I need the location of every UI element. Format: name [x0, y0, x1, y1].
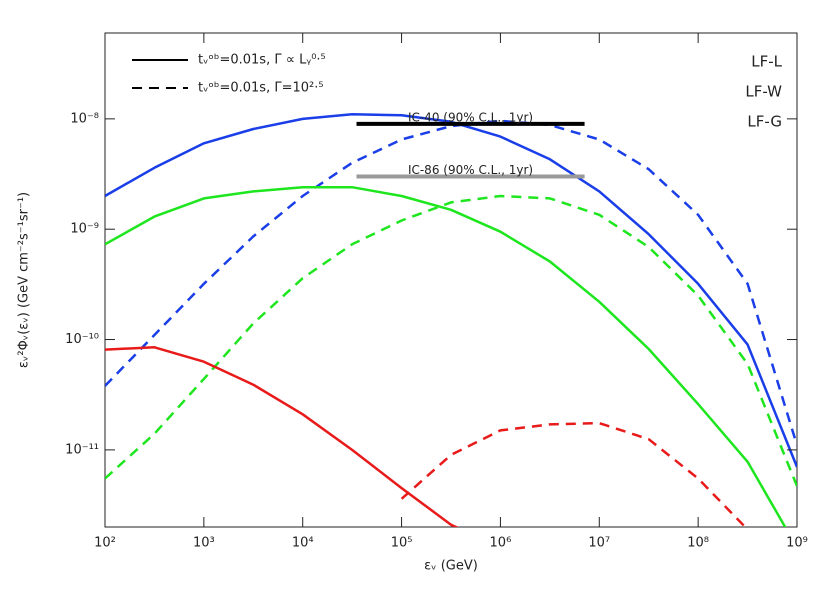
- x-tick-label: 10³: [193, 536, 215, 551]
- x-axis-label: εᵥ (GeV): [424, 559, 478, 574]
- legend-label: tᵥᵒᵇ=0.01s, Γ ∝ Lᵧ⁰·⁵: [198, 53, 326, 68]
- x-tick-label: 10⁸: [687, 536, 709, 551]
- y-tick-label: 10⁻¹¹: [65, 442, 99, 457]
- y-tick-label: 10⁻⁸: [70, 111, 99, 126]
- legend-entry: LF-W: [745, 83, 782, 101]
- limit-label: IC-86 (90% C.L., 1yr): [408, 163, 533, 177]
- series-line: [105, 194, 797, 487]
- legend-label: tᵥᵒᵇ=0.01s, Γ=10²·⁵: [198, 81, 324, 96]
- series-line: [105, 346, 459, 527]
- x-tick-label: 10⁹: [786, 536, 808, 551]
- x-tick-label: 10⁶: [490, 536, 512, 551]
- x-tick-label: 10⁴: [292, 536, 314, 551]
- x-tick-label: 10⁷: [588, 536, 610, 551]
- limit-label: IC-40 (90% C.L., 1yr): [408, 110, 533, 124]
- x-tick-label: 10⁵: [391, 536, 413, 551]
- legend-entry: LF-G: [747, 113, 782, 131]
- y-axis-label: εᵥ²Φᵥ(εᵥ) (GeV cm⁻²s⁻¹sr⁻¹): [17, 192, 32, 368]
- legend-entry: LF-L: [751, 53, 782, 71]
- series-line: [105, 185, 787, 527]
- series-line: [105, 113, 797, 468]
- plot-frame: [104, 32, 798, 528]
- y-tick-label: 10⁻⁹: [70, 222, 99, 237]
- x-tick-label: 10²: [94, 536, 116, 551]
- plot-area: [105, 113, 797, 527]
- series-line: [400, 421, 747, 527]
- y-tick-label: 10⁻¹⁰: [65, 332, 99, 347]
